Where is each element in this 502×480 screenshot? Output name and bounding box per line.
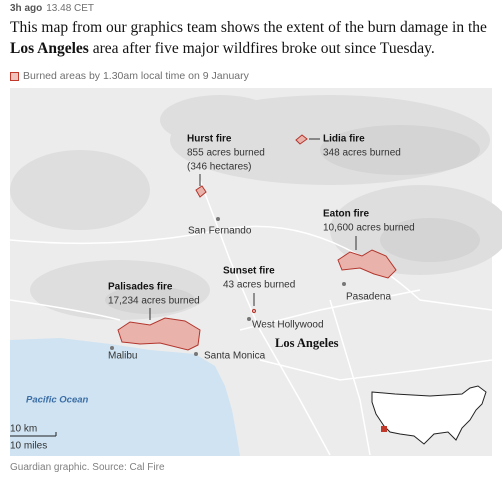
fire-name: Sunset fire	[223, 266, 275, 277]
shape	[259, 359, 493, 381]
place-dot	[110, 346, 114, 350]
shape	[105, 286, 195, 314]
intro-text: area after five major wildfires broke ou…	[88, 40, 435, 57]
shape	[10, 150, 150, 230]
scale-km: 10 km	[10, 424, 37, 435]
shape	[329, 299, 371, 456]
timestamp: 3h ago 13.48 CET	[10, 3, 94, 14]
source: Guardian graphic. Source: Cal Fire	[10, 462, 165, 473]
fire-name: Eaton fire	[323, 209, 370, 220]
place: Pasadena	[346, 292, 391, 303]
shape	[381, 426, 387, 432]
age: 3h ago	[10, 3, 43, 14]
fire-detail: 43 acres burned	[223, 280, 295, 291]
place-dot	[247, 317, 251, 321]
inset	[371, 385, 487, 445]
roads	[9, 179, 493, 456]
intro-bold: Los Angeles	[10, 40, 89, 57]
place-dot	[216, 217, 220, 221]
fire-extra: (346 hectares)	[187, 162, 251, 173]
lidia-area	[295, 134, 308, 145]
place: San Fernando	[188, 226, 252, 237]
shape	[9, 299, 121, 321]
shape	[239, 289, 421, 331]
shape	[320, 125, 480, 175]
place: Santa Monica	[204, 351, 266, 362]
fire-detail: 348 acres burned	[323, 148, 401, 159]
fire-detail: 10,600 acres burned	[323, 223, 415, 234]
fire-name: Hurst fire	[187, 134, 232, 145]
city: Los Angeles	[275, 336, 339, 350]
scale-miles: 10 miles	[10, 441, 47, 452]
place-dot	[194, 352, 198, 356]
fire-detail: 855 acres burned	[187, 148, 265, 159]
legend-label: Burned areas by 1.30am local time on 9 J…	[23, 70, 249, 82]
place: West Hollywood	[252, 320, 324, 331]
ocean-label: Pacific Ocean	[26, 395, 89, 406]
intro-text: This map from our graphics team shows th…	[10, 19, 487, 36]
terrain-dark	[105, 125, 480, 314]
fire-name: Palisades fire	[108, 282, 173, 293]
sunset-area	[251, 308, 257, 314]
hurst-area	[195, 185, 207, 198]
ocean	[10, 338, 240, 456]
intro: This map from our graphics team shows th…	[10, 17, 500, 59]
eaton-area	[337, 249, 397, 279]
palisades-area	[117, 317, 201, 351]
shape	[160, 95, 280, 145]
time: 13.48 CET	[46, 3, 95, 14]
shape	[199, 179, 331, 456]
fire-detail: 17,234 acres burned	[108, 296, 200, 307]
place-dot	[342, 282, 346, 286]
fire-name: Lidia fire	[323, 134, 365, 145]
shape	[380, 218, 480, 262]
place: Malibu	[108, 351, 137, 362]
legend-swatch	[10, 71, 19, 81]
legend: Burned areas by 1.30am local time on 9 J…	[10, 70, 249, 82]
